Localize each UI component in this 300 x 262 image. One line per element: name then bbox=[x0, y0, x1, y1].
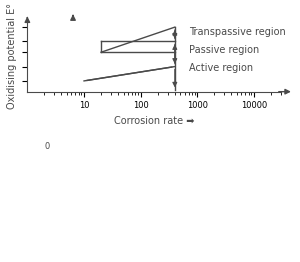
Text: Active region: Active region bbox=[189, 63, 253, 73]
X-axis label: Corrosion rate ➡: Corrosion rate ➡ bbox=[114, 116, 194, 126]
Text: Transpassive region: Transpassive region bbox=[189, 27, 285, 37]
Text: Passive region: Passive region bbox=[189, 45, 259, 55]
Text: 0: 0 bbox=[44, 142, 50, 151]
Y-axis label: Oxidising potential E°: Oxidising potential E° bbox=[7, 3, 17, 109]
